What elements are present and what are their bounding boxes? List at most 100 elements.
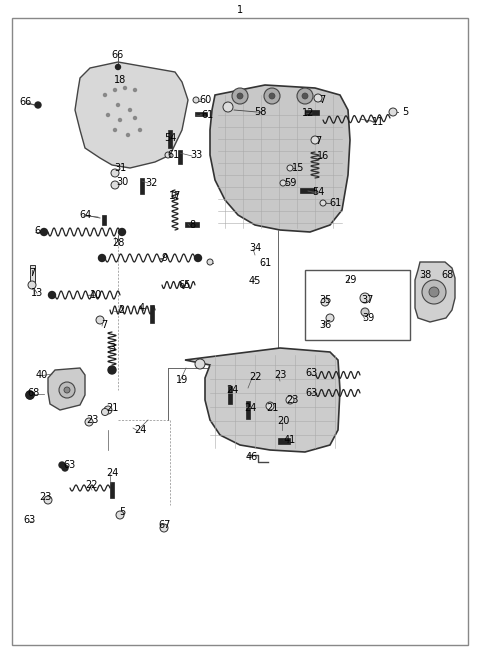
Circle shape [127, 134, 130, 136]
Circle shape [113, 128, 117, 132]
Text: 60: 60 [199, 95, 211, 105]
Text: 22: 22 [249, 372, 261, 382]
Circle shape [96, 316, 104, 324]
Circle shape [165, 152, 171, 158]
Text: 8: 8 [189, 220, 195, 230]
Polygon shape [185, 348, 340, 452]
Text: 10: 10 [90, 290, 102, 300]
Circle shape [360, 293, 370, 303]
Circle shape [35, 102, 41, 108]
Bar [278, 438, 290, 444]
Bar [300, 188, 316, 193]
Circle shape [62, 465, 68, 471]
Text: 23: 23 [86, 415, 98, 425]
Text: 61: 61 [329, 198, 341, 208]
Text: 46: 46 [246, 452, 258, 462]
Text: 19: 19 [176, 375, 188, 385]
Bar [305, 110, 319, 115]
Text: 23: 23 [286, 395, 298, 405]
Circle shape [98, 255, 106, 261]
Text: 63: 63 [24, 515, 36, 525]
Text: 2: 2 [118, 305, 124, 315]
Circle shape [85, 418, 93, 426]
Circle shape [129, 109, 132, 111]
Circle shape [116, 511, 124, 519]
Text: 22: 22 [86, 480, 98, 490]
Text: 6: 6 [34, 226, 40, 236]
Text: 1: 1 [237, 5, 243, 15]
Text: 24: 24 [244, 403, 256, 413]
Circle shape [59, 462, 65, 468]
Text: 29: 29 [344, 275, 356, 285]
Circle shape [123, 86, 127, 90]
Text: 63: 63 [64, 460, 76, 470]
Circle shape [286, 396, 294, 404]
Circle shape [223, 102, 233, 112]
Circle shape [59, 382, 75, 398]
Circle shape [119, 119, 121, 121]
Circle shape [139, 128, 142, 132]
Text: 4: 4 [139, 303, 145, 313]
Text: 66: 66 [112, 50, 124, 60]
Circle shape [119, 229, 125, 236]
Circle shape [116, 64, 120, 69]
Circle shape [429, 287, 439, 297]
Text: 34: 34 [249, 243, 261, 253]
Text: 38: 38 [419, 270, 431, 280]
Text: 18: 18 [114, 75, 126, 85]
Text: 7: 7 [101, 320, 107, 330]
Text: 37: 37 [362, 295, 374, 305]
Text: 45: 45 [249, 276, 261, 286]
Bar [228, 386, 232, 404]
Text: 65: 65 [179, 280, 191, 290]
Circle shape [302, 93, 308, 99]
Text: 3: 3 [109, 343, 115, 353]
Circle shape [237, 93, 243, 99]
Bar [168, 130, 172, 148]
Bar [140, 178, 144, 194]
Text: 5: 5 [402, 107, 408, 117]
Circle shape [48, 291, 56, 299]
Circle shape [28, 281, 36, 289]
Text: 54: 54 [312, 187, 324, 197]
Text: 39: 39 [362, 313, 374, 323]
Circle shape [269, 93, 275, 99]
Bar [150, 305, 154, 323]
Circle shape [280, 180, 286, 186]
Bar [185, 222, 199, 227]
Text: 11: 11 [372, 117, 384, 127]
Text: 68: 68 [441, 270, 453, 280]
Text: 66: 66 [19, 97, 31, 107]
Circle shape [287, 165, 293, 171]
Circle shape [297, 88, 313, 104]
Circle shape [422, 280, 446, 304]
Circle shape [389, 108, 397, 116]
Bar [195, 112, 207, 116]
Text: 61: 61 [201, 110, 213, 120]
Circle shape [44, 496, 52, 504]
Circle shape [160, 524, 168, 532]
Text: 30: 30 [116, 177, 128, 187]
Polygon shape [75, 62, 188, 168]
Text: 7: 7 [315, 136, 321, 146]
Text: 17: 17 [169, 191, 181, 201]
Text: 61: 61 [167, 150, 179, 160]
Circle shape [26, 391, 34, 399]
Text: 24: 24 [106, 468, 118, 478]
Circle shape [361, 308, 369, 316]
Text: 54: 54 [164, 133, 176, 143]
Circle shape [108, 366, 116, 374]
Text: 63: 63 [306, 368, 318, 378]
Circle shape [266, 402, 274, 410]
Circle shape [107, 113, 109, 117]
Circle shape [64, 387, 70, 393]
Circle shape [104, 94, 107, 96]
Circle shape [320, 200, 326, 206]
Circle shape [232, 88, 248, 104]
Text: 21: 21 [266, 403, 278, 413]
Text: 12: 12 [302, 108, 314, 118]
Circle shape [104, 406, 112, 414]
Circle shape [26, 391, 34, 399]
Circle shape [133, 117, 136, 119]
Bar [305, 270, 410, 340]
